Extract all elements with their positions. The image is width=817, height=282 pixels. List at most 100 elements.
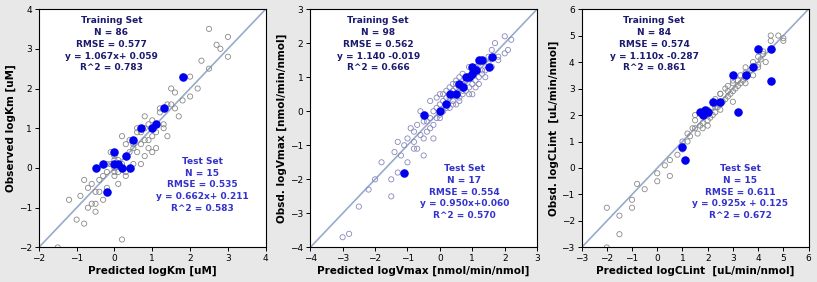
Point	[112, 182, 125, 186]
Point	[108, 150, 121, 154]
Point	[701, 107, 714, 112]
Point	[466, 68, 479, 72]
Point	[703, 115, 717, 120]
Point	[759, 60, 772, 64]
Point	[734, 73, 747, 78]
Point	[485, 54, 498, 59]
Point	[681, 139, 694, 144]
Point	[417, 113, 431, 117]
Point	[157, 122, 170, 127]
Point	[739, 65, 752, 70]
Point	[123, 166, 136, 170]
Text: Test Set
N = 17
RMSE = 0.554
y = 0.950x+0.060
R^2 = 0.570: Test Set N = 17 RMSE = 0.554 y = 0.950x+…	[420, 164, 509, 220]
Point	[659, 163, 672, 168]
Point	[93, 178, 106, 182]
Point	[96, 197, 109, 202]
Point	[472, 61, 485, 66]
Point	[638, 187, 651, 191]
Point	[443, 95, 456, 100]
Point	[456, 72, 469, 76]
Point	[729, 86, 742, 91]
Point	[747, 73, 760, 78]
Point	[161, 102, 174, 107]
Point	[752, 47, 765, 51]
Point	[145, 118, 158, 123]
Point	[739, 81, 752, 85]
X-axis label: Predicted logVmax [nmol/min/nmol]: Predicted logVmax [nmol/min/nmol]	[318, 266, 530, 276]
Point	[626, 206, 639, 210]
Point	[214, 47, 227, 51]
Point	[78, 178, 91, 182]
Point	[176, 74, 189, 79]
Point	[414, 109, 427, 113]
Point	[443, 85, 456, 90]
Point	[456, 89, 469, 93]
Point	[678, 158, 691, 162]
Point	[505, 38, 518, 42]
Point	[485, 48, 498, 52]
Point	[78, 221, 91, 226]
Point	[717, 100, 730, 104]
Point	[696, 113, 709, 117]
Point	[352, 204, 365, 209]
Point	[168, 106, 181, 111]
Point	[469, 65, 482, 69]
Point	[421, 129, 434, 134]
X-axis label: Predicted logKm [uM]: Predicted logKm [uM]	[88, 266, 217, 276]
Point	[446, 89, 459, 93]
Point	[744, 68, 757, 72]
Point	[469, 78, 482, 83]
Point	[221, 54, 234, 59]
Point	[764, 39, 777, 43]
Point	[676, 145, 689, 149]
Point	[449, 82, 462, 86]
Point	[459, 89, 472, 93]
Point	[482, 65, 495, 69]
Point	[385, 177, 398, 182]
Point	[714, 102, 727, 107]
Point	[433, 92, 446, 96]
Text: Test Set
N = 15
RMSE = 0.611
y = 0.925x + 0.125
R^2 = 0.672: Test Set N = 15 RMSE = 0.611 y = 0.925x …	[693, 164, 788, 220]
Point	[89, 190, 102, 194]
Point	[138, 114, 151, 119]
Point	[600, 245, 614, 250]
Point	[127, 142, 140, 146]
Point	[701, 123, 714, 128]
Point	[63, 197, 76, 202]
Text: Training Set
N = 84
RMSE = 0.574
y = 1.110x -0.287
R^2 = 0.861: Training Set N = 84 RMSE = 0.574 y = 1.1…	[609, 16, 699, 72]
Point	[466, 72, 479, 76]
Point	[424, 126, 437, 131]
Point	[764, 47, 777, 51]
Point	[119, 142, 132, 146]
Point	[154, 110, 167, 114]
Point	[696, 121, 709, 125]
Y-axis label: Obsd. logVmax [nmol/min/nmol]: Obsd. logVmax [nmol/min/nmol]	[277, 34, 288, 223]
Point	[440, 89, 453, 93]
Point	[650, 179, 663, 184]
Point	[131, 126, 144, 131]
Point	[119, 174, 132, 178]
Point	[440, 95, 453, 100]
Point	[401, 160, 414, 165]
Point	[408, 140, 421, 144]
Point	[726, 81, 739, 85]
Point	[696, 126, 709, 131]
Point	[498, 34, 511, 39]
Point	[157, 106, 170, 111]
Point	[459, 75, 472, 80]
Point	[689, 126, 702, 131]
Point	[701, 113, 714, 117]
Point	[145, 126, 158, 131]
Point	[138, 154, 151, 158]
Point	[134, 142, 147, 146]
Point	[456, 82, 469, 86]
Point	[502, 48, 515, 52]
Point	[127, 162, 140, 166]
Point	[724, 92, 737, 96]
Point	[398, 170, 411, 175]
Point	[475, 58, 489, 62]
Point	[440, 105, 453, 110]
Point	[449, 92, 462, 96]
Point	[440, 102, 453, 107]
Point	[764, 78, 777, 83]
